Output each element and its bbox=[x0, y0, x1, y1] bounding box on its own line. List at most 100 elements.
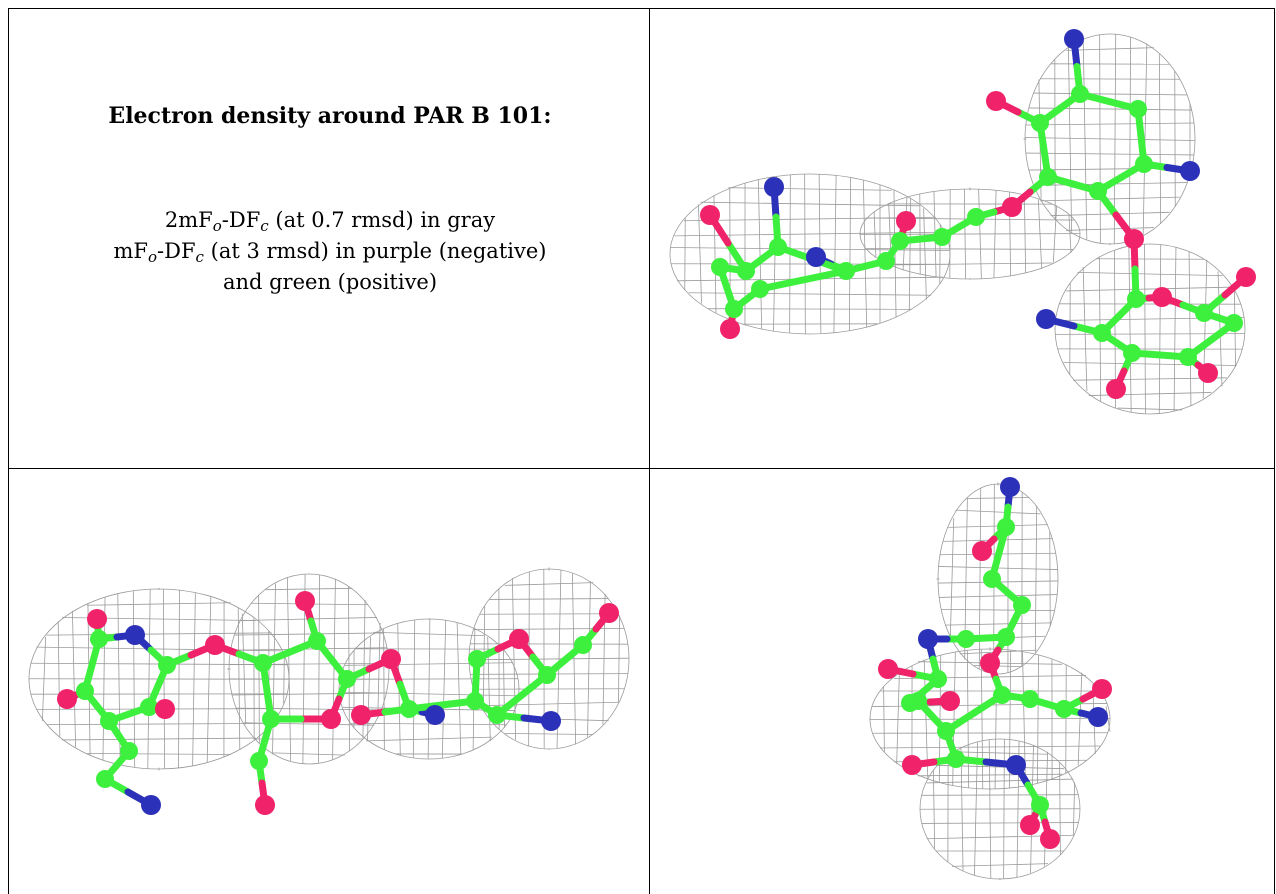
carbon-atom bbox=[1129, 100, 1147, 118]
carbon-atom bbox=[933, 228, 951, 246]
carbon-atom bbox=[250, 752, 268, 770]
carbon-atom bbox=[1039, 168, 1057, 186]
carbon-atom bbox=[957, 630, 975, 648]
carbon-atom bbox=[90, 630, 108, 648]
oxygen-atom bbox=[205, 635, 225, 655]
nitrogen-atom bbox=[141, 795, 161, 815]
oxygen-atom bbox=[878, 659, 898, 679]
oxygen-atom bbox=[980, 653, 1000, 673]
nitrogen-atom bbox=[806, 247, 826, 267]
carbon-atom bbox=[254, 654, 272, 672]
oxygen-atom bbox=[1106, 379, 1126, 399]
carbon-atom bbox=[100, 712, 118, 730]
carbon-atom bbox=[725, 300, 743, 318]
density-render-top-right bbox=[669, 29, 1256, 415]
caption-title: Electron density around PAR B 101: bbox=[108, 103, 552, 129]
atoms bbox=[700, 29, 1256, 399]
oxygen-atom bbox=[1152, 287, 1172, 307]
carbon-atom bbox=[574, 636, 592, 654]
carbon-atom bbox=[1031, 796, 1049, 814]
oxygen-atom bbox=[1020, 815, 1040, 835]
nitrogen-atom bbox=[1036, 309, 1056, 329]
carbon-atom bbox=[308, 632, 326, 650]
caption-body: 2mFo-DFc (at 0.7 rmsd) in gray mFo-DFc (… bbox=[9, 205, 649, 298]
carbon-atom bbox=[997, 518, 1015, 536]
oxygen-atom bbox=[599, 603, 619, 623]
carbon-atom bbox=[711, 258, 729, 276]
oxygen-atom bbox=[155, 699, 175, 719]
carbon-atom bbox=[120, 742, 138, 760]
carbon-atom bbox=[338, 670, 356, 688]
nitrogen-atom bbox=[764, 177, 784, 197]
carbon-atom bbox=[158, 656, 176, 674]
nitrogen-atom bbox=[1088, 707, 1108, 727]
carbon-atom bbox=[1195, 304, 1213, 322]
carbon-atom bbox=[947, 750, 965, 768]
oxygen-atom bbox=[720, 319, 740, 339]
carbon-atom bbox=[877, 252, 895, 270]
oxygen-atom bbox=[57, 689, 77, 709]
oxygen-atom bbox=[986, 91, 1006, 111]
carbon-atom bbox=[140, 698, 158, 716]
carbon-atom bbox=[993, 686, 1011, 704]
carbon-atom bbox=[1013, 596, 1031, 614]
oxygen-atom bbox=[509, 629, 529, 649]
carbon-atom bbox=[909, 692, 927, 710]
molecule-view-top-right bbox=[649, 8, 1275, 469]
caption-line-3: and green (positive) bbox=[222, 270, 438, 294]
oxygen-atom bbox=[1002, 197, 1022, 217]
carbon-atom bbox=[488, 706, 506, 724]
atoms bbox=[878, 477, 1112, 849]
carbon-atom bbox=[400, 700, 418, 718]
caption-line-1: 2mFo-DFc (at 0.7 rmsd) in gray bbox=[164, 208, 496, 235]
oxygen-atom bbox=[351, 705, 371, 725]
carbon-atom bbox=[1089, 182, 1107, 200]
nitrogen-atom bbox=[425, 705, 445, 725]
carbon-atom bbox=[769, 238, 787, 256]
nitrogen-atom bbox=[1180, 161, 1200, 181]
carbon-atom bbox=[891, 232, 909, 250]
oxygen-atom bbox=[1092, 679, 1112, 699]
caption-cell: Electron density around PAR B 101: 2mFo-… bbox=[8, 8, 650, 469]
oxygen-atom bbox=[1040, 829, 1060, 849]
atoms bbox=[57, 591, 619, 815]
caption-line-2: mFo-DFc (at 3 rmsd) in purple (negative) bbox=[113, 239, 547, 266]
carbon-atom bbox=[937, 722, 955, 740]
nitrogen-atom bbox=[918, 629, 938, 649]
oxygen-atom bbox=[972, 541, 992, 561]
carbon-atom bbox=[1031, 114, 1049, 132]
carbon-atom bbox=[1071, 85, 1089, 103]
carbon-atom bbox=[262, 710, 280, 728]
carbon-atom bbox=[1135, 155, 1153, 173]
carbon-atom bbox=[997, 628, 1015, 646]
molecule-view-bottom-left bbox=[8, 468, 650, 894]
oxygen-atom bbox=[940, 691, 960, 711]
carbon-atom bbox=[1093, 324, 1111, 342]
carbon-atom bbox=[929, 670, 947, 688]
oxygen-atom bbox=[896, 211, 916, 231]
carbon-atom bbox=[751, 280, 769, 298]
carbon-atom bbox=[538, 666, 556, 684]
carbon-atom bbox=[1123, 344, 1141, 362]
carbon-atom bbox=[1225, 314, 1243, 332]
carbon-atom bbox=[837, 262, 855, 280]
density-render-bottom-right bbox=[869, 477, 1112, 880]
oxygen-atom bbox=[902, 755, 922, 775]
carbon-atom bbox=[96, 770, 114, 788]
oxygen-atom bbox=[1236, 267, 1256, 287]
carbon-atom bbox=[1021, 690, 1039, 708]
nitrogen-atom bbox=[125, 625, 145, 645]
oxygen-atom bbox=[700, 205, 720, 225]
molecule-view-bottom-right bbox=[649, 468, 1275, 894]
oxygen-atom bbox=[255, 795, 275, 815]
nitrogen-atom bbox=[1000, 477, 1020, 497]
carbon-atom bbox=[1127, 290, 1145, 308]
oxygen-atom bbox=[321, 709, 341, 729]
carbon-atom bbox=[468, 650, 486, 668]
oxygen-atom bbox=[381, 649, 401, 669]
nitrogen-atom bbox=[1064, 29, 1084, 49]
density-mesh bbox=[28, 567, 630, 771]
oxygen-atom bbox=[295, 591, 315, 611]
nitrogen-atom bbox=[1006, 755, 1026, 775]
